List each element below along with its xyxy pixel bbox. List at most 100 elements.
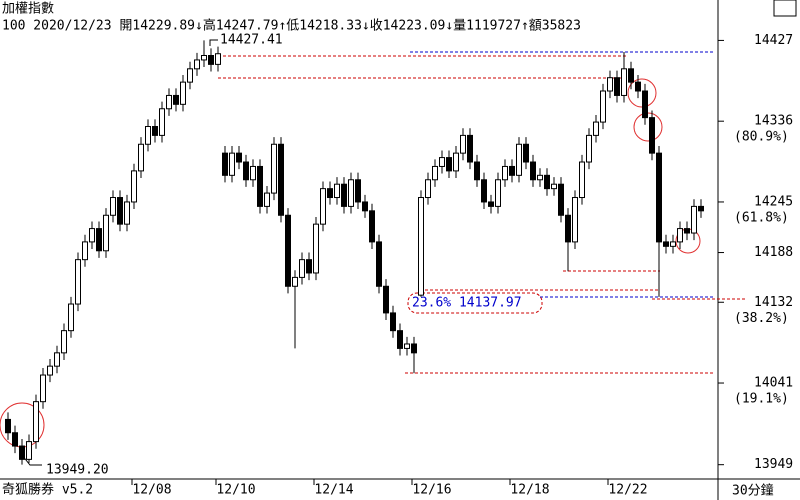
candle-body: [579, 161, 585, 199]
candle-body: [691, 205, 697, 234]
candle-body: [5, 418, 11, 434]
candle-body: [152, 126, 158, 136]
candle-body: [96, 228, 102, 252]
candle-body: [222, 152, 228, 176]
candle-body: [166, 94, 172, 110]
candle-body: [285, 214, 291, 287]
annotation-box: [407, 292, 543, 314]
candle-body: [418, 197, 424, 296]
candle-body: [670, 241, 676, 247]
candle-body: [404, 343, 410, 349]
x-tick-label: 12/18: [510, 483, 549, 498]
x-tick-label: 12/08: [132, 483, 171, 498]
candle-body: [684, 228, 690, 234]
annotation: 14427.41: [220, 33, 283, 48]
candle-body: [614, 77, 620, 96]
x-tick-label: 12/14: [314, 483, 353, 498]
candle-body: [313, 223, 319, 274]
candle-body: [558, 183, 564, 216]
candle-body: [117, 197, 123, 225]
candle-body: [61, 330, 67, 354]
candle-body: [628, 68, 634, 83]
pointer-line: [209, 39, 218, 46]
candle-body: [299, 259, 305, 278]
candle-body: [236, 152, 242, 163]
candle-body: [390, 312, 396, 332]
fib-label: (38.2%): [734, 311, 789, 326]
footer: 奇狐勝券 v5.2: [2, 482, 93, 498]
annotation: 13949.20: [46, 463, 109, 478]
candle-body: [264, 192, 270, 207]
candle-body: [635, 81, 641, 92]
candle-body: [124, 201, 130, 225]
candle-body: [180, 81, 186, 105]
candle-body: [194, 59, 200, 70]
candle-body: [376, 241, 382, 287]
candle-body: [474, 161, 480, 181]
candle-body: [145, 126, 151, 145]
candle-body: [201, 55, 207, 61]
candle-body: [551, 183, 557, 190]
candle-body: [537, 174, 543, 181]
candle-body: [306, 259, 312, 274]
candle-body: [572, 197, 578, 243]
y-tick-label: 14245: [754, 194, 793, 209]
annotation: 23.6% 14137.97: [412, 296, 522, 311]
y-tick-label: 13949: [754, 457, 793, 472]
candle-body: [656, 152, 662, 243]
candle-body: [677, 228, 683, 243]
candle-body: [593, 121, 599, 136]
candle-body: [523, 143, 529, 163]
candle-body: [446, 157, 452, 172]
candle-body: [607, 77, 613, 92]
candle-body: [33, 401, 39, 443]
candle-body: [649, 117, 655, 154]
candle-body: [334, 183, 340, 199]
candle-body: [397, 330, 403, 349]
chart-title: 加權指數: [2, 2, 54, 17]
candle-body: [12, 432, 18, 447]
chart-subtitle: 100 2020/12/23 開14229.89↓高14247.79↑低1421…: [2, 18, 581, 34]
candle-body: [75, 259, 81, 305]
candle-body: [257, 165, 263, 207]
candle-body: [278, 143, 284, 216]
candle-body: [320, 188, 326, 225]
candle-body: [362, 201, 368, 212]
candle-body: [565, 214, 571, 243]
y-tick-label: 14336: [754, 114, 793, 129]
candle-body: [341, 183, 347, 207]
candle-body: [208, 55, 214, 65]
candle-body: [600, 90, 606, 123]
candle-body: [40, 374, 46, 403]
candle-body: [250, 165, 256, 181]
window-button[interactable]: [773, 0, 797, 17]
candle-body: [425, 179, 431, 199]
candle-body: [495, 179, 501, 207]
candle-body: [229, 152, 235, 176]
candle-body: [383, 285, 389, 314]
candle-body: [481, 179, 487, 203]
candle-body: [544, 174, 550, 190]
candle-body: [516, 143, 522, 176]
y-tick-label: 14427: [754, 33, 793, 48]
period[interactable]: 30分鐘: [732, 483, 774, 499]
candle-body: [131, 170, 137, 203]
candle-body: [271, 143, 277, 194]
candle-body: [89, 228, 95, 243]
candle-body: [460, 134, 466, 154]
candle-body: [467, 134, 473, 163]
x-tick-label: 12/16: [412, 483, 451, 498]
candle-body: [68, 303, 74, 332]
candle-body: [642, 90, 648, 119]
candle-body: [411, 343, 417, 354]
candle-body: [173, 94, 179, 105]
candle-body: [439, 157, 445, 167]
candle-body: [663, 241, 669, 247]
candle-body: [509, 165, 515, 176]
y-tick-label: 14041: [754, 376, 793, 391]
candle-body: [19, 445, 25, 460]
candle-body: [26, 441, 32, 460]
candle-body: [369, 210, 375, 243]
